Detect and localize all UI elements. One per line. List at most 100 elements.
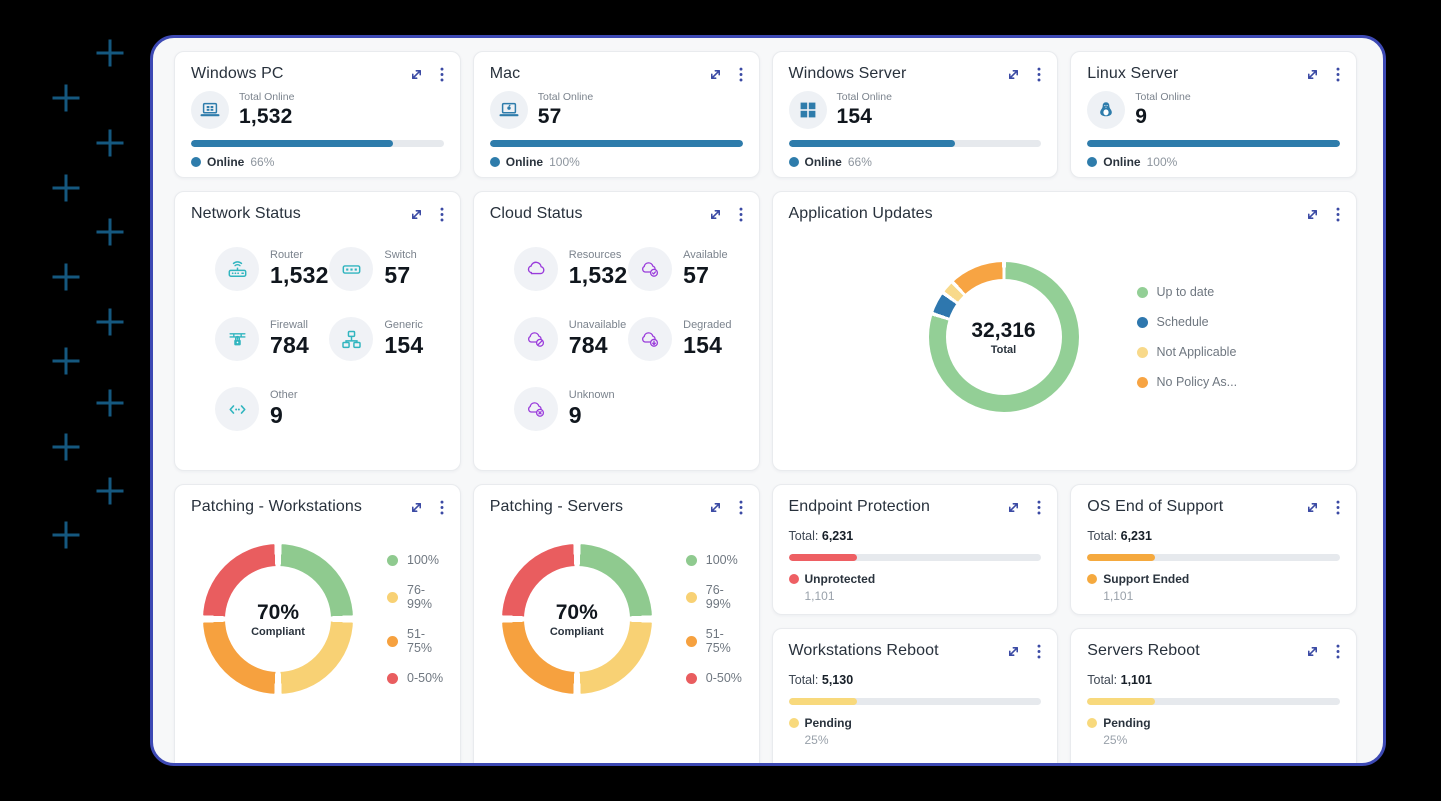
card-application-updates: Application Updates 32,316 Total [771,191,1357,471]
card-cloud-status: Cloud Status Resources [472,191,760,471]
card-title: Windows Server [788,65,907,82]
online-progress-track [1087,140,1340,147]
expand-icon[interactable] [1306,208,1319,221]
expand-icon[interactable] [1306,501,1319,514]
kebab-menu-icon[interactable] [739,207,743,222]
total-line: Total: 5,130 [789,673,1042,687]
legend-item[interactable]: Not Applicable [1136,345,1238,359]
card-title: Windows PC [191,65,284,82]
card-servers-reboot: Servers Reboot Total: 1,101 Pending 25% [1070,628,1357,763]
card-title: Endpoint Protection [788,498,931,515]
kebab-menu-icon[interactable] [1336,644,1340,659]
network-stat-generic: Generic 154 [329,317,443,361]
total-label: Total: [788,673,819,687]
card-title: Servers Reboot [1087,642,1200,659]
legend-item[interactable]: No Policy As... [1136,375,1238,389]
total-line: Total: 6,231 [1087,529,1340,543]
plus-icon [96,477,124,505]
legend-item[interactable]: Schedule [1136,315,1238,329]
status-dot [1087,718,1098,728]
cloud-stat-resources: Resources 1,532 [513,247,628,291]
kebab-menu-icon[interactable] [739,67,743,82]
kebab-menu-icon[interactable] [1037,644,1041,659]
legend-item[interactable]: 51-75% [685,627,743,655]
card-windows-server: Windows Server Total Online 154 [771,51,1059,178]
expand-icon[interactable] [1007,645,1020,658]
donut-total-value: 32,316 [971,318,1036,342]
card-network-status: Network Status [174,191,461,471]
legend-item[interactable]: Up to date [1136,285,1238,299]
expand-icon[interactable] [709,68,722,81]
online-status-percent: 66% [847,155,872,169]
dashboard-grid: Windows PC [174,51,1357,763]
status-label: Pending [804,716,852,730]
progress-fill [788,698,857,705]
card-endpoint-protection: Endpoint Protection Total: 6,231 Unprote… [771,484,1059,615]
status-value: 1,101 [1103,589,1134,603]
legend-item[interactable]: 76-99% [387,583,444,611]
kebab-menu-icon[interactable] [440,207,444,222]
patching-workstations-donut-chart: 70% Compliant [203,544,353,694]
card-title: Linux Server [1087,65,1179,82]
legend-label: 100% [705,553,738,567]
expand-icon[interactable] [1007,68,1020,81]
legend-item[interactable]: 0-50% [685,671,743,685]
cloud-stat-unknown: Unknown 9 [513,387,628,431]
total-line: Total: 1,101 [1087,673,1340,687]
legend-dot [387,591,398,603]
online-progress-track [489,140,743,147]
online-progress-fill [1087,140,1340,147]
expand-icon[interactable] [1007,501,1020,514]
total-label: Total: [788,529,819,543]
cloud-x-icon [513,387,558,431]
plus-icon [96,389,124,417]
legend-item[interactable]: 76-99% [685,583,743,611]
patching-workstations-legend: 100% 76-99% 51-75% 0-50% [387,553,444,685]
donut-total-label: Total [990,343,1017,356]
card-title: Mac [489,65,521,82]
stat-value: 1,532 [568,262,628,288]
stat-label: Unknown [568,389,615,401]
card-os-end-of-support: OS End of Support Total: 6,231 Support E… [1070,484,1357,615]
expand-icon[interactable] [410,208,423,221]
total-line: Total: 6,231 [789,529,1042,543]
kebab-menu-icon[interactable] [440,67,444,82]
expand-icon[interactable] [410,68,423,81]
expand-icon[interactable] [709,208,722,221]
stat-label: Switch [384,249,417,261]
network-stat-firewall: Firewall 784 [215,317,329,361]
status-label: Unprotected [804,572,876,586]
kebab-menu-icon[interactable] [1037,500,1041,515]
plus-icon [96,129,124,157]
expand-icon[interactable] [410,501,423,514]
kebab-menu-icon[interactable] [739,500,743,515]
status-label: Support Ended [1103,572,1190,586]
online-progress-track [191,140,444,147]
kebab-menu-icon[interactable] [1037,67,1041,82]
online-status-label: Online [1103,155,1141,169]
plus-icon [52,84,80,112]
cloud-stat-available: Available 57 [628,247,742,291]
kebab-menu-icon[interactable] [1336,67,1340,82]
kebab-menu-icon[interactable] [440,500,444,515]
status-value: 25% [1103,733,1128,747]
other-device-icon [215,387,259,431]
dashboard-panel: Windows PC [150,35,1386,766]
expand-icon[interactable] [1306,645,1319,658]
expand-icon[interactable] [1306,68,1319,81]
kebab-menu-icon[interactable] [1336,500,1340,515]
legend-item[interactable]: 100% [685,553,743,567]
legend-label: No Policy As... [1156,375,1238,389]
card-linux-server: Linux Server Total [1070,51,1357,178]
kebab-menu-icon[interactable] [1336,207,1340,222]
online-status-percent: 100% [1146,155,1178,169]
card-title: Cloud Status [489,205,583,222]
legend-dot [685,591,697,603]
expand-icon[interactable] [709,501,722,514]
stat-value: 784 [270,332,309,358]
legend-item[interactable]: 0-50% [387,671,444,685]
legend-item[interactable]: 51-75% [387,627,444,655]
progress-track [1087,698,1340,705]
legend-item[interactable]: 100% [387,553,444,567]
legend-dot [1136,376,1148,388]
